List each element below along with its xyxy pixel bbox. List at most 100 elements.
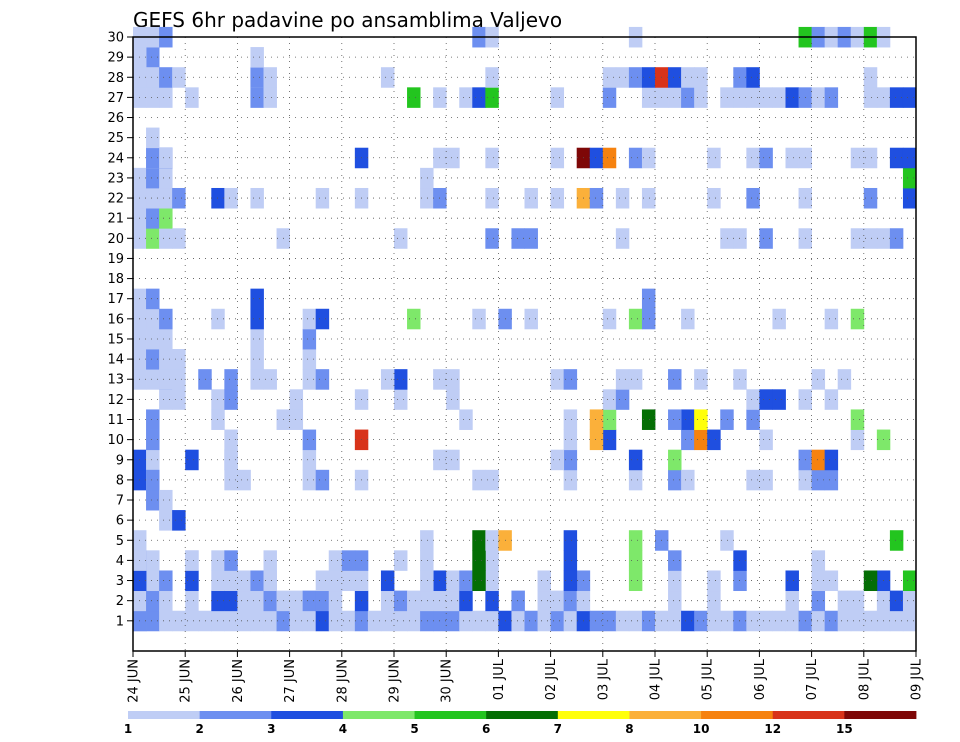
precip-cell bbox=[472, 610, 486, 632]
colorbar: 1 2 3 4 5 6 7 8 10 12 15 bbox=[124, 711, 917, 736]
precip-cell bbox=[472, 469, 486, 491]
precip-cell bbox=[550, 187, 565, 209]
precip-cell bbox=[250, 590, 264, 612]
precip-cell bbox=[850, 409, 865, 430]
precip-cell bbox=[681, 409, 695, 430]
precip-cell bbox=[459, 409, 473, 430]
precip-cell bbox=[315, 590, 330, 612]
y-tick-label: 4 bbox=[116, 554, 124, 569]
precip-cell bbox=[889, 530, 904, 551]
precip-cell bbox=[328, 590, 343, 612]
precip-cell bbox=[720, 530, 734, 551]
precip-cell bbox=[315, 610, 330, 632]
precip-cell bbox=[159, 187, 173, 209]
precip-cell bbox=[628, 449, 643, 471]
y-tick-label: 16 bbox=[107, 312, 124, 327]
precip-cell bbox=[746, 409, 760, 430]
precip-cell bbox=[641, 87, 656, 108]
precip-cell bbox=[733, 369, 747, 390]
precip-cell bbox=[485, 187, 499, 209]
precip-cell bbox=[159, 610, 173, 632]
y-tick-label: 5 bbox=[116, 534, 124, 549]
precip-cell bbox=[407, 87, 421, 108]
precip-cell bbox=[681, 610, 695, 632]
precip-cell bbox=[641, 610, 656, 632]
precip-cell bbox=[394, 610, 408, 632]
colorbar-label: 8 bbox=[625, 722, 633, 736]
precip-cell bbox=[733, 570, 747, 592]
precip-cell bbox=[889, 87, 904, 108]
precip-cell bbox=[185, 590, 199, 612]
precip-cell bbox=[628, 67, 643, 88]
precip-cell bbox=[902, 147, 917, 169]
precip-cell bbox=[811, 570, 826, 592]
precip-cell bbox=[380, 610, 395, 632]
precip-cell bbox=[485, 550, 499, 571]
precip-cell bbox=[837, 610, 852, 632]
precip-cell bbox=[668, 409, 682, 430]
precip-cell bbox=[420, 590, 434, 612]
precip-cell bbox=[394, 389, 408, 410]
precip-cell bbox=[615, 610, 630, 632]
colorbar-label: 15 bbox=[836, 722, 853, 736]
precip-cell bbox=[628, 469, 643, 491]
x-axis-ticks: 24 JUN 25 JUN 26 JUN 27 JUN 28 JUN 29 JUN 30 J… bbox=[127, 651, 925, 703]
precip-cell bbox=[902, 167, 917, 189]
precip-cell bbox=[446, 610, 460, 632]
precip-cell bbox=[668, 550, 682, 571]
precip-cell bbox=[250, 308, 264, 330]
colorbar-label: 12 bbox=[764, 722, 781, 736]
precip-cell bbox=[407, 590, 421, 612]
precip-cell bbox=[250, 67, 264, 88]
precip-cell bbox=[524, 228, 538, 249]
precip-cell bbox=[367, 610, 382, 632]
precip-cell bbox=[759, 87, 773, 108]
y-tick-label: 20 bbox=[107, 232, 124, 247]
precip-cell bbox=[472, 308, 486, 330]
colorbar-label: 1 bbox=[124, 722, 132, 736]
precip-cell bbox=[394, 228, 408, 249]
precip-cell bbox=[902, 187, 917, 209]
precip-cell bbox=[146, 328, 160, 350]
precip-cell bbox=[289, 610, 304, 632]
y-tick-label: 3 bbox=[116, 574, 124, 589]
precip-cell bbox=[863, 147, 878, 169]
precip-cell bbox=[302, 328, 317, 350]
x-tick-label: 27 JUN bbox=[283, 659, 298, 703]
precip-cell bbox=[146, 67, 160, 88]
precip-cell bbox=[172, 369, 186, 390]
precip-cell bbox=[446, 147, 460, 169]
precip-cell bbox=[889, 147, 904, 169]
precip-cell bbox=[537, 610, 551, 632]
precip-cell bbox=[211, 570, 225, 592]
precip-cell bbox=[159, 308, 173, 330]
precip-cell bbox=[811, 610, 826, 632]
precip-cell bbox=[602, 308, 617, 330]
precip-cell bbox=[733, 610, 747, 632]
precip-cell bbox=[824, 449, 839, 471]
precip-cell bbox=[224, 570, 238, 592]
x-tick-label: 05 JUL bbox=[701, 658, 716, 700]
precip-cell bbox=[485, 147, 499, 169]
precip-cell bbox=[772, 87, 786, 108]
precip-cell bbox=[720, 610, 734, 632]
precip-cell bbox=[146, 489, 160, 511]
precip-cell bbox=[224, 187, 238, 209]
precip-cell bbox=[550, 590, 565, 612]
precip-cell bbox=[341, 550, 356, 571]
y-tick-label: 19 bbox=[107, 252, 124, 267]
precip-cell bbox=[302, 590, 317, 612]
precip-cell bbox=[380, 369, 395, 390]
precip-cell bbox=[707, 610, 721, 632]
precip-cell bbox=[407, 610, 421, 632]
precip-cell bbox=[902, 610, 917, 632]
precip-cell bbox=[146, 187, 160, 209]
precip-cell bbox=[707, 570, 721, 592]
precip-cell bbox=[250, 328, 264, 350]
precip-cell bbox=[668, 570, 682, 592]
precip-cell bbox=[563, 610, 578, 632]
plot-frame bbox=[132, 36, 917, 652]
colorbar-swatch bbox=[772, 711, 845, 719]
precip-cell bbox=[315, 187, 330, 209]
precip-cell bbox=[824, 87, 839, 108]
